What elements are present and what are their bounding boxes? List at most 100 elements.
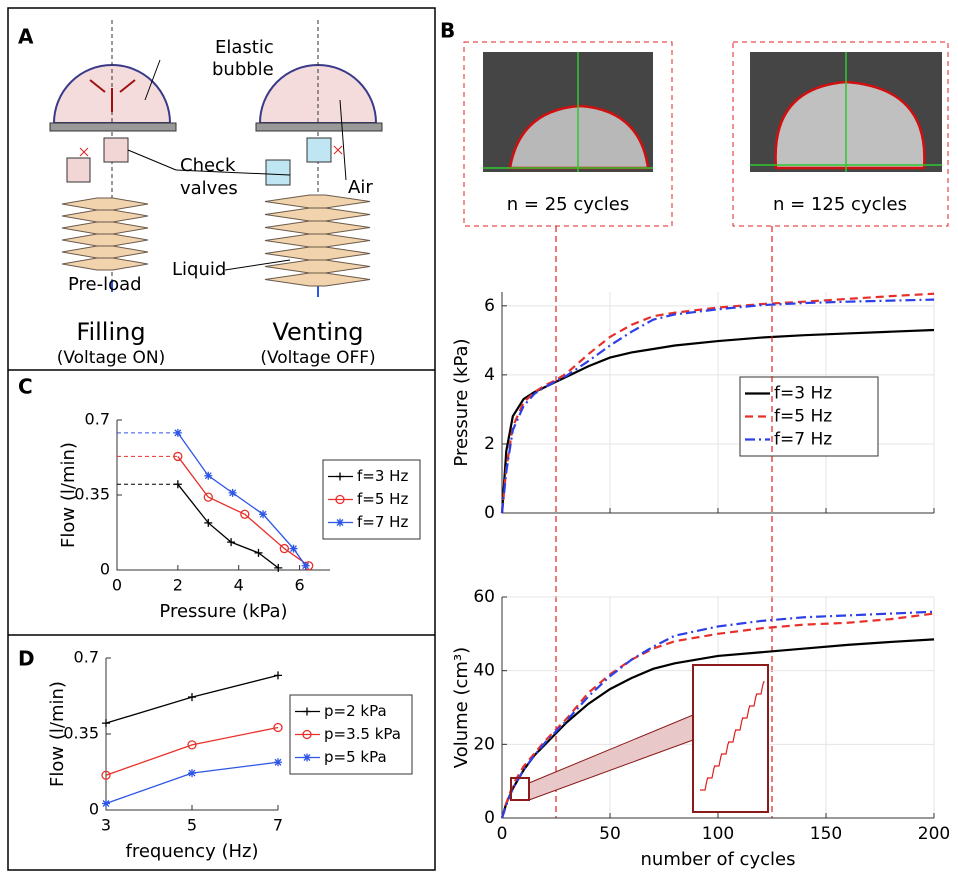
y-axis-label: Volume (cm³) xyxy=(451,647,472,768)
y-tick-label: 60 xyxy=(473,587,495,607)
leader xyxy=(175,169,291,176)
series-line xyxy=(177,456,310,567)
zoom-box xyxy=(510,777,530,801)
y-axis-label: Flow (l/min) xyxy=(58,442,79,548)
panel-label: D xyxy=(18,647,35,671)
y-tick-label: 0.7 xyxy=(74,648,99,667)
marker xyxy=(173,480,182,489)
bellows-cell xyxy=(264,207,371,222)
y-tick-label: 40 xyxy=(473,661,495,681)
x-tick-label: 0 xyxy=(497,824,508,844)
bellows-cell xyxy=(61,221,149,235)
marker xyxy=(228,488,237,497)
marker xyxy=(259,510,268,519)
x-tick-label: 150 xyxy=(810,824,842,844)
bellows-cell xyxy=(264,259,371,274)
legend-marker xyxy=(303,707,311,716)
series-line xyxy=(500,292,935,514)
legend-box xyxy=(739,376,879,457)
mode-state: (Voltage ON) xyxy=(57,348,166,368)
series-line xyxy=(105,726,279,776)
marker xyxy=(279,543,290,554)
arrow xyxy=(89,79,136,93)
mode-name: Filling xyxy=(76,318,145,346)
legend-marker xyxy=(336,472,344,481)
bellows-cell xyxy=(264,220,371,235)
bellows-cell xyxy=(61,233,149,247)
series-line xyxy=(500,610,935,819)
photo-panel: n = 25 cycles n = 125 cycles xyxy=(463,41,949,227)
marker xyxy=(204,471,213,480)
legend-label: f=7 Hz xyxy=(357,513,408,531)
x-tick-label: 100 xyxy=(702,824,734,844)
legend-marker xyxy=(302,729,312,740)
marker xyxy=(173,428,182,437)
leader xyxy=(339,99,347,181)
series-line xyxy=(177,483,279,569)
bellows-cell xyxy=(264,246,371,261)
marker xyxy=(188,693,196,702)
y-tick-label: 0.35 xyxy=(63,724,99,743)
panel-label: C xyxy=(18,375,33,399)
photo-frame xyxy=(463,41,673,227)
marker xyxy=(102,719,110,728)
x-tick-label: 4 xyxy=(234,576,244,595)
legend-marker xyxy=(336,518,344,527)
valve xyxy=(265,159,291,186)
diagram-label: valves xyxy=(180,178,238,199)
legend-label: f=3 Hz xyxy=(357,467,408,485)
bellows-cell xyxy=(61,245,149,259)
left-frame xyxy=(7,7,436,871)
diagram-label: bubble xyxy=(212,59,274,80)
cross xyxy=(79,145,343,157)
marker xyxy=(204,518,213,527)
legend-label: f=7 Hz xyxy=(774,430,832,450)
x-axis-label: number of cycles xyxy=(641,849,796,870)
x-tick-label: 200 xyxy=(918,824,950,844)
bellows-cell xyxy=(61,257,149,271)
arrow xyxy=(111,280,319,297)
y-tick-label: 4 xyxy=(484,365,495,385)
marker xyxy=(289,544,298,553)
axis xyxy=(105,658,278,811)
legend-label: f=5 Hz xyxy=(774,407,832,427)
legend-label: p=3.5 kPa xyxy=(324,725,401,743)
marker xyxy=(188,769,196,778)
y-axis-label: Flow (l/min) xyxy=(47,681,68,787)
marker xyxy=(254,548,263,557)
panel-label: A xyxy=(18,25,34,49)
y-tick-label: 0 xyxy=(484,503,495,523)
zoom-staircase xyxy=(700,681,765,791)
legend-label: p=5 kPa xyxy=(324,748,387,766)
marker xyxy=(227,538,236,547)
mode-state: (Voltage OFF) xyxy=(260,348,375,368)
diagram-label: Air xyxy=(348,177,373,198)
photo-caption: n = 25 cycles xyxy=(507,194,629,215)
series-line xyxy=(500,638,935,819)
series-line xyxy=(500,328,935,514)
legend-label: f=3 Hz xyxy=(774,384,832,404)
marker xyxy=(301,561,310,570)
x-tick-label: 7 xyxy=(273,816,283,835)
marker xyxy=(274,671,282,680)
legend-label: p=2 kPa xyxy=(324,702,387,720)
x-tick-label: 0 xyxy=(112,576,122,595)
y-tick-label: 0 xyxy=(100,560,110,579)
diagram xyxy=(49,20,383,297)
marker xyxy=(274,563,283,572)
bellows xyxy=(61,194,371,287)
y-tick-label: 0.7 xyxy=(85,410,110,429)
x-axis-label: frequency (Hz) xyxy=(125,841,258,862)
legend-marker xyxy=(335,494,345,505)
legend-label: f=5 Hz xyxy=(357,490,408,508)
legend-marker xyxy=(303,753,311,762)
y-tick-label: 20 xyxy=(473,734,495,754)
x-tick-label: 2 xyxy=(173,576,183,595)
marker xyxy=(187,740,197,750)
bellows-cell xyxy=(61,209,149,223)
y-tick-label: 2 xyxy=(484,434,495,454)
marker xyxy=(274,758,282,767)
zoom-connector xyxy=(528,714,694,801)
y-axis-label: Pressure (kPa) xyxy=(451,338,472,466)
axis xyxy=(116,420,330,571)
